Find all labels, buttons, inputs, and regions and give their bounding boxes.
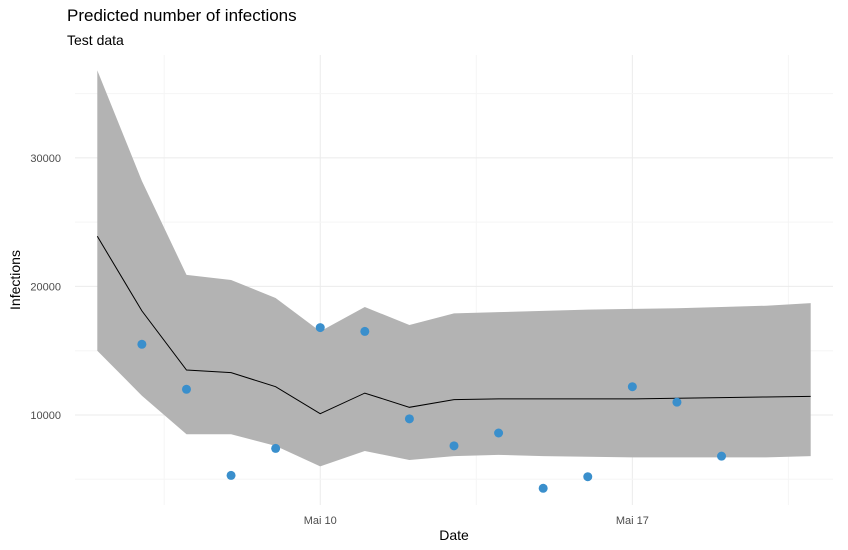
observed-point — [538, 483, 548, 493]
x-tick-label: Mai 17 — [616, 515, 649, 527]
observed-point — [181, 384, 191, 394]
observed-point — [449, 441, 459, 451]
observed-points-layer — [137, 323, 727, 493]
observed-point — [494, 428, 504, 438]
observed-point — [404, 414, 414, 424]
confidence-band-layer — [97, 70, 811, 467]
observed-point — [583, 472, 593, 482]
y-tick-label: 30000 — [30, 153, 61, 165]
observed-point — [315, 323, 325, 333]
chart-title: Predicted number of infections — [67, 6, 297, 25]
observed-point — [360, 326, 370, 336]
observed-point — [271, 443, 281, 453]
observed-point — [137, 339, 147, 349]
y-axis-label: Infections — [7, 250, 23, 310]
observed-point — [717, 451, 727, 461]
tick-labels-layer: 10000 20000 30000 Mai 10 Mai 17 — [30, 153, 648, 527]
prediction-line — [96, 236, 811, 415]
x-tick-label: Mai 10 — [304, 515, 337, 527]
confidence-band — [97, 70, 811, 467]
prediction-line-layer — [96, 236, 811, 415]
observed-point — [627, 382, 637, 392]
y-tick-label: 20000 — [30, 281, 61, 293]
x-axis-label: Date — [439, 527, 469, 543]
chart-subtitle: Test data — [67, 32, 124, 48]
y-tick-label: 10000 — [30, 410, 61, 422]
observed-point — [672, 397, 682, 407]
observed-point — [226, 470, 236, 480]
